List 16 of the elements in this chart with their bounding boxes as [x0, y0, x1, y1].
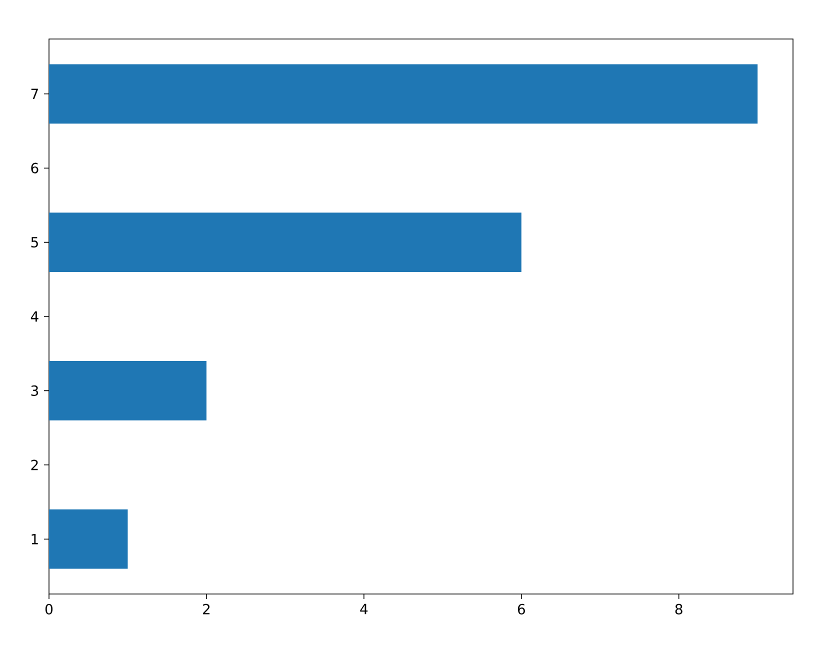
x-tick-label: 6	[518, 604, 525, 614]
x-tick-label: 8	[675, 604, 682, 614]
y-tick-label: 6	[31, 162, 38, 174]
bar	[49, 212, 522, 272]
x-tick-label: 4	[360, 604, 368, 614]
y-tick-label: 3	[31, 385, 38, 396]
y-tick-label: 4	[30, 311, 38, 322]
bar	[49, 361, 206, 420]
y-tick-label: 1	[32, 534, 38, 544]
y-tick-label: 2	[31, 460, 38, 470]
x-tick-label: 0	[45, 604, 53, 614]
bar	[49, 509, 128, 569]
y-tick-label: 7	[31, 88, 38, 99]
bar	[49, 64, 758, 124]
y-tick-label: 5	[31, 237, 38, 248]
x-tick-label: 2	[203, 604, 210, 614]
